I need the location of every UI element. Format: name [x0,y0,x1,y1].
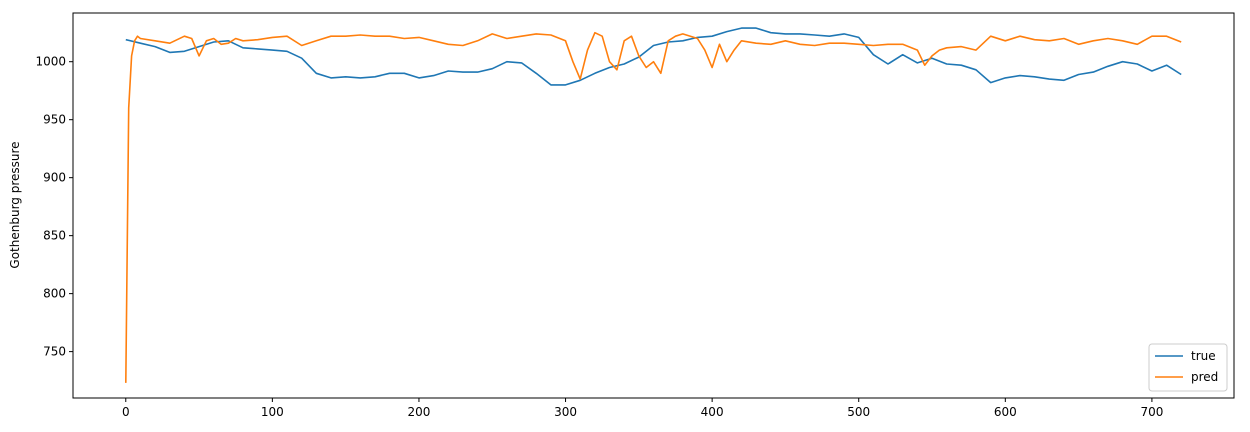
y-tick-label: 850 [43,229,66,243]
legend-label-true: true [1191,349,1216,363]
y-tick-label: 950 [43,113,66,127]
y-tick-label: 800 [43,287,66,301]
y-axis: 750 800 850 900 950 1000 [35,55,73,359]
plot-frame [72,12,1235,399]
x-tick-label: 300 [554,405,577,419]
x-tick-label: 200 [408,405,431,419]
legend: true pred [1148,343,1228,392]
x-tick-label: 0 [122,405,130,419]
series-layer [125,27,1182,383]
x-tick-label: 500 [847,405,870,419]
y-tick-label: 750 [43,345,66,359]
y-tick-label: 900 [43,171,66,185]
y-axis-label: Gothenburg pressure [8,141,22,268]
x-axis: 0 100 200 300 400 500 600 700 [122,398,1163,419]
series-line-true [125,27,1182,86]
legend-label-pred: pred [1191,370,1218,384]
x-tick-label: 400 [701,405,724,419]
x-tick-label: 700 [1140,405,1163,419]
x-tick-label: 100 [261,405,284,419]
x-tick-label: 600 [994,405,1017,419]
y-tick-label: 1000 [35,55,66,69]
series-line-pred [125,31,1182,383]
